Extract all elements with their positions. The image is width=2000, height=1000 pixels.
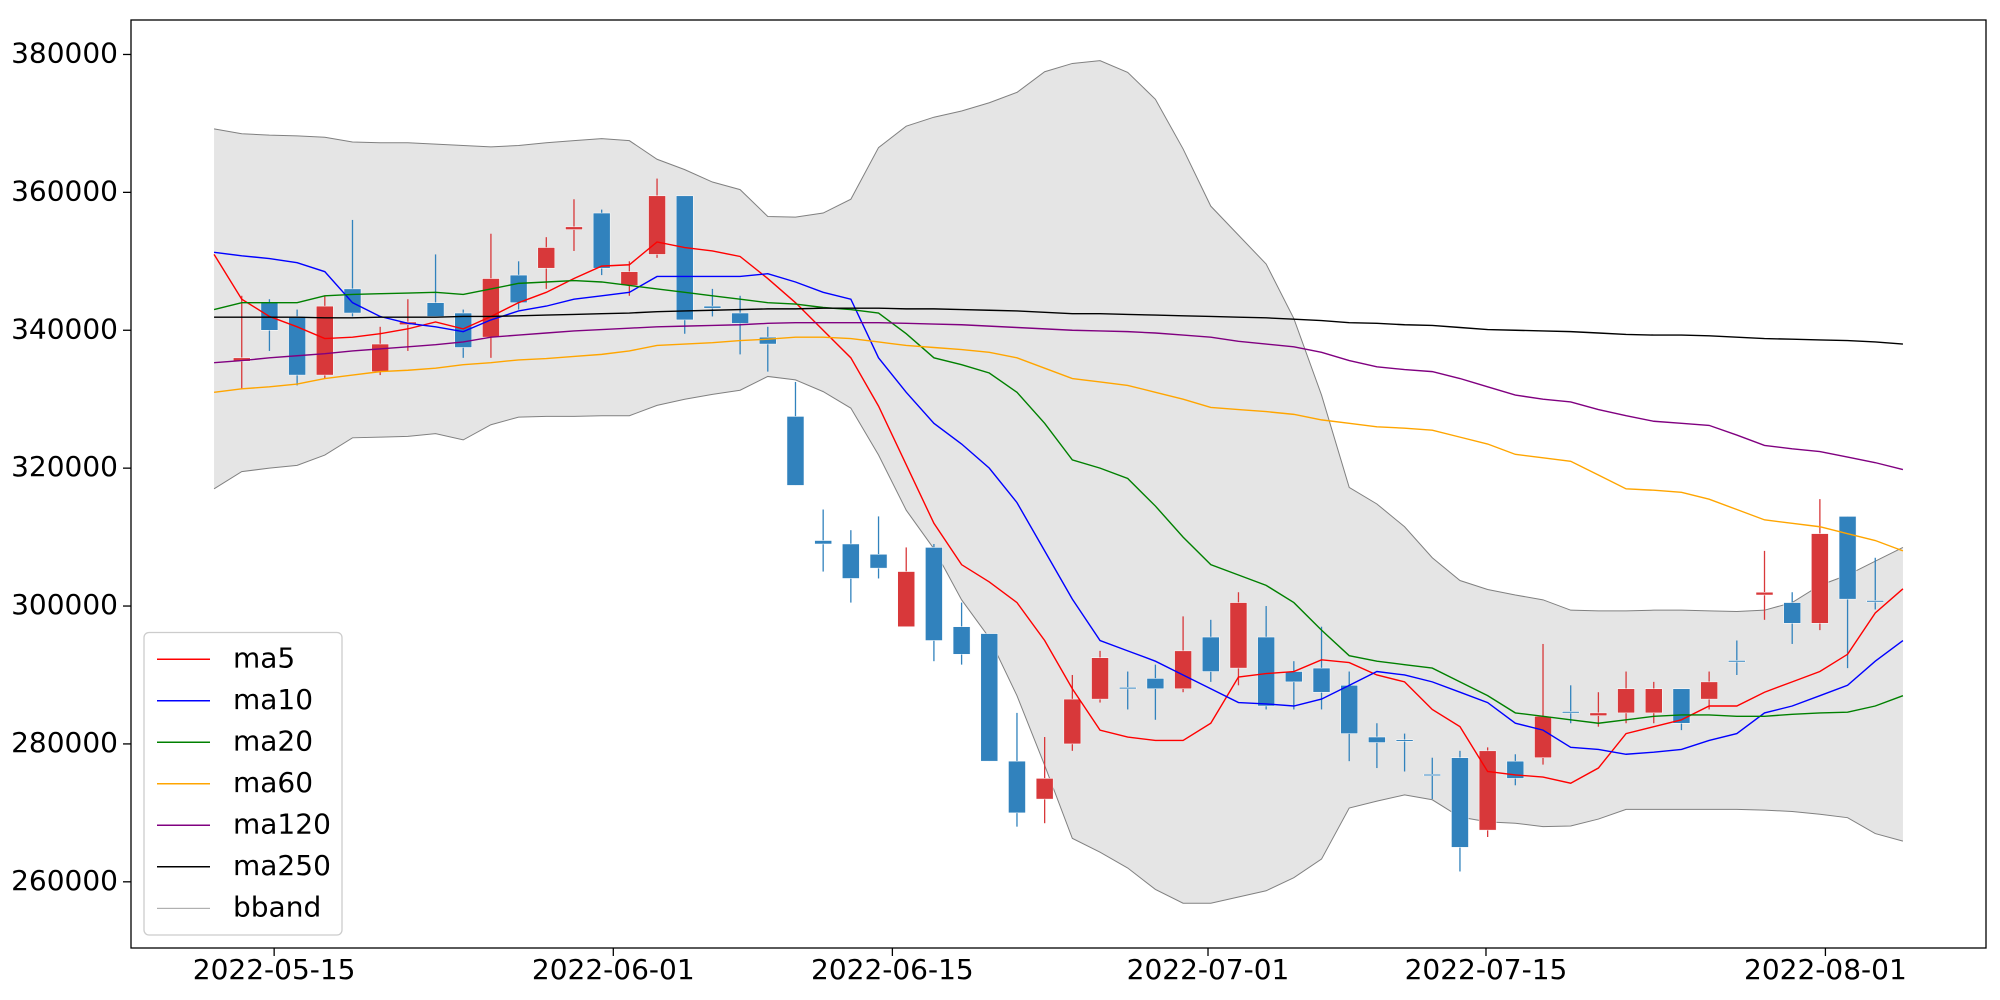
x-tick-label: 2022-07-01 <box>1127 953 1290 986</box>
legend-label: ma120 <box>233 807 331 840</box>
candle-body <box>869 554 888 569</box>
candle-body <box>1700 681 1718 700</box>
candle-body <box>316 305 334 376</box>
candle-body <box>426 302 445 317</box>
plot-frame <box>130 19 1987 949</box>
candle-body <box>1617 688 1635 714</box>
candle-body <box>731 312 749 324</box>
candle-body <box>1755 591 1774 596</box>
plot-area <box>213 60 1904 904</box>
legend-box <box>143 631 343 936</box>
candle-body <box>786 416 805 486</box>
candle-body <box>1146 678 1165 690</box>
candle-body <box>897 571 915 627</box>
candle-body <box>565 226 583 230</box>
band-area <box>214 60 1903 904</box>
candle-body <box>509 274 528 303</box>
candle-body <box>1312 667 1331 693</box>
candle-body <box>1866 600 1885 603</box>
candle-body <box>1423 774 1442 777</box>
candle-body <box>1035 778 1054 800</box>
candle-body <box>952 626 971 655</box>
candle-body <box>1340 685 1358 734</box>
candle-body <box>343 288 362 314</box>
x-tick-label: 2022-06-15 <box>811 953 974 986</box>
candle-body <box>1257 636 1275 707</box>
candle-body <box>675 195 694 321</box>
band-lower <box>213 375 1904 904</box>
ma-line <box>214 321 1904 471</box>
candle-body <box>1451 757 1469 848</box>
candle-body <box>648 195 666 255</box>
legend-label: ma20 <box>233 724 313 757</box>
band-upper <box>213 60 1904 613</box>
candle-body <box>1091 657 1109 700</box>
legend-label: bband <box>233 890 321 923</box>
candle-body <box>1534 716 1552 758</box>
legend-label: ma10 <box>233 683 313 716</box>
y-tick-label: 320000 <box>11 450 118 483</box>
candle-body <box>1838 516 1857 600</box>
candle-body <box>759 336 777 345</box>
candle-body <box>1728 660 1746 663</box>
candle-body <box>980 633 999 762</box>
candle-body <box>814 540 832 545</box>
legend: ma5 ma10 ma20 ma60 ma120 ma250 bband <box>143 631 343 936</box>
legend-label: ma60 <box>233 766 313 799</box>
x-tick-label: 2022-06-01 <box>532 953 695 986</box>
candle-body <box>1008 760 1026 814</box>
ma-line <box>213 241 1904 784</box>
ma-line <box>213 251 1904 755</box>
candle-body <box>1118 687 1137 690</box>
candle-body <box>703 305 722 309</box>
y-tick-label: 360000 <box>11 174 118 207</box>
y-tick-label: 300000 <box>11 588 118 621</box>
candle-body <box>620 271 639 286</box>
candle-body <box>1063 698 1082 745</box>
y-tick-label: 280000 <box>11 726 118 759</box>
candle-body <box>1395 739 1414 742</box>
candle-body <box>1478 750 1497 831</box>
x-tick-label: 2022-05-15 <box>193 953 356 986</box>
y-tick-label: 260000 <box>11 864 118 897</box>
candle-body <box>1811 533 1829 624</box>
candle-body <box>1285 671 1303 683</box>
candle-body <box>1174 650 1192 690</box>
candle-body <box>1561 711 1580 714</box>
legend-label: ma5 <box>233 641 295 674</box>
y-tick-label: 340000 <box>11 312 118 345</box>
candle-body <box>1229 602 1248 669</box>
y-tick-label: 380000 <box>11 36 118 69</box>
candle-body <box>537 247 556 269</box>
ma-line <box>213 336 1904 552</box>
candle-body <box>1672 688 1691 724</box>
x-tick-label: 2022-07-15 <box>1405 953 1568 986</box>
candle-body <box>1202 636 1220 672</box>
legend-label: ma250 <box>233 849 331 882</box>
candle-body <box>842 543 860 579</box>
ma-line <box>213 279 1904 724</box>
candle-body <box>592 212 611 269</box>
candle-body <box>925 547 943 641</box>
ma-line <box>214 307 1903 345</box>
candle-body <box>1368 736 1386 743</box>
candle-body <box>1589 712 1608 716</box>
candle-body <box>1645 688 1663 714</box>
x-tick-label: 2022-08-01 <box>1744 953 1907 986</box>
candle-body <box>1783 602 1801 624</box>
